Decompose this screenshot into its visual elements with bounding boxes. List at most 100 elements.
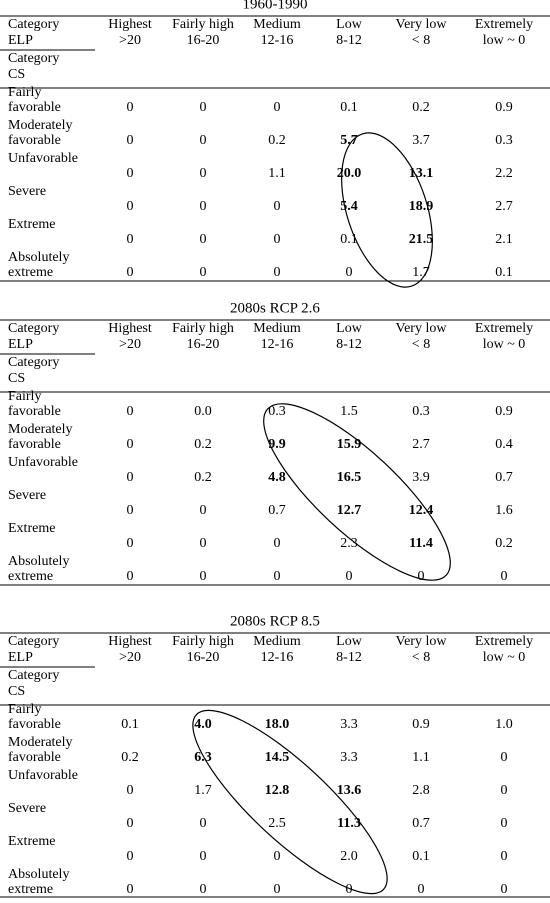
row-label: Unfavorable bbox=[8, 455, 78, 470]
cell-value: 0 bbox=[501, 849, 508, 864]
cell-value: 0 bbox=[127, 133, 134, 148]
cell-value: 0 bbox=[200, 569, 207, 584]
row-label: Fairly bbox=[8, 389, 41, 404]
cell-value: 0 bbox=[200, 133, 207, 148]
cell-value: 0 bbox=[274, 265, 281, 280]
cell-value: 16.5 bbox=[337, 470, 362, 485]
cell-value: 2.7 bbox=[495, 199, 513, 214]
cs-label: CS bbox=[8, 684, 25, 699]
cell-value: 0.7 bbox=[495, 470, 513, 485]
cell-value: 0 bbox=[346, 265, 353, 280]
cell-value: 9.9 bbox=[268, 437, 286, 452]
column-header: Highest bbox=[108, 634, 152, 649]
cell-value: 0.1 bbox=[412, 849, 430, 864]
cell-value: 0 bbox=[127, 882, 134, 897]
cell-value: 2.1 bbox=[495, 232, 513, 247]
cell-value: 0.2 bbox=[268, 133, 286, 148]
row-label: Extreme bbox=[8, 217, 55, 232]
cell-value: 0 bbox=[346, 569, 353, 584]
row-label: Absolutely bbox=[8, 554, 69, 569]
cell-value: 0 bbox=[501, 569, 508, 584]
cell-value: 2.2 bbox=[495, 166, 513, 181]
cell-value: 0 bbox=[127, 232, 134, 247]
cell-value: 13.1 bbox=[409, 166, 434, 181]
row-label: Absolutely bbox=[8, 867, 69, 882]
table-title: 1960-1990 bbox=[243, 0, 308, 12]
cell-value: 0 bbox=[200, 199, 207, 214]
cell-value: 0 bbox=[274, 882, 281, 897]
table-title: 2080s RCP 2.6 bbox=[230, 300, 320, 316]
cell-value: 1.6 bbox=[495, 503, 513, 518]
table-title: 2080s RCP 8.5 bbox=[230, 613, 320, 629]
cell-value: 0 bbox=[274, 536, 281, 551]
cell-value: 0.9 bbox=[495, 404, 513, 419]
column-header: < 8 bbox=[412, 33, 430, 48]
row-label: Severe bbox=[8, 488, 46, 503]
column-header: < 8 bbox=[412, 337, 430, 352]
cell-value: 18.0 bbox=[265, 717, 290, 732]
cell-value: 13.6 bbox=[337, 783, 362, 798]
row-label: extreme bbox=[8, 265, 53, 280]
row-label: Extreme bbox=[8, 521, 55, 536]
column-header: 16-20 bbox=[187, 337, 220, 352]
cell-value: 0.2 bbox=[121, 750, 139, 765]
row-label: Fairly bbox=[8, 702, 41, 717]
column-header: 16-20 bbox=[187, 650, 220, 665]
cell-value: 0.9 bbox=[495, 100, 513, 115]
row-label: Unfavorable bbox=[8, 768, 78, 783]
row-label: Severe bbox=[8, 801, 46, 816]
cell-value: 5.4 bbox=[340, 199, 358, 214]
column-header: Medium bbox=[253, 321, 301, 336]
cell-value: 0 bbox=[127, 783, 134, 798]
row-label: favorable bbox=[8, 717, 61, 732]
cell-value: 2.5 bbox=[268, 816, 286, 831]
cell-value: 0 bbox=[501, 882, 508, 897]
column-header: Very low bbox=[396, 634, 448, 649]
row-label: favorable bbox=[8, 437, 61, 452]
column-header: >20 bbox=[119, 650, 141, 665]
column-header: 8-12 bbox=[336, 337, 362, 352]
cell-value: 1.5 bbox=[340, 404, 358, 419]
row-label: favorable bbox=[8, 133, 61, 148]
elp-label: ELP bbox=[8, 337, 33, 352]
cell-value: 0 bbox=[274, 232, 281, 247]
cell-value: 0.9 bbox=[412, 717, 430, 732]
cell-value: 5.7 bbox=[340, 133, 358, 148]
column-header: < 8 bbox=[412, 650, 430, 665]
elp-label: ELP bbox=[8, 33, 33, 48]
cell-value: 0 bbox=[274, 569, 281, 584]
highlight-ellipse bbox=[263, 403, 451, 581]
cell-value: 0 bbox=[127, 404, 134, 419]
column-header: Low bbox=[336, 17, 363, 32]
cs-label: CS bbox=[8, 67, 25, 82]
cell-value: 0 bbox=[127, 437, 134, 452]
column-header: low ~ 0 bbox=[483, 33, 526, 48]
cell-value: 0 bbox=[200, 849, 207, 864]
row-label: Extreme bbox=[8, 834, 55, 849]
cell-value: 0 bbox=[346, 882, 353, 897]
cell-value: 3.3 bbox=[340, 750, 358, 765]
cell-value: 11.4 bbox=[409, 536, 433, 551]
column-header: Highest bbox=[108, 321, 152, 336]
cs-label: Category bbox=[8, 51, 59, 66]
cell-value: 0.3 bbox=[268, 404, 286, 419]
cell-value: 0 bbox=[501, 783, 508, 798]
cell-value: 0 bbox=[274, 199, 281, 214]
elp-label: Category bbox=[8, 17, 59, 32]
cell-value: 0 bbox=[127, 569, 134, 584]
row-label: Absolutely bbox=[8, 250, 69, 265]
cell-value: 0 bbox=[200, 536, 207, 551]
cell-value: 0 bbox=[418, 882, 425, 897]
column-header: low ~ 0 bbox=[483, 650, 526, 665]
cell-value: 15.9 bbox=[337, 437, 362, 452]
cell-value: 0 bbox=[200, 882, 207, 897]
cell-value: 6.3 bbox=[194, 750, 212, 765]
cell-value: 0 bbox=[200, 503, 207, 518]
column-header: 8-12 bbox=[336, 33, 362, 48]
cell-value: 2.3 bbox=[340, 536, 358, 551]
cell-value: 21.5 bbox=[409, 232, 434, 247]
cell-value: 0 bbox=[127, 265, 134, 280]
cell-value: 0.0 bbox=[194, 404, 212, 419]
